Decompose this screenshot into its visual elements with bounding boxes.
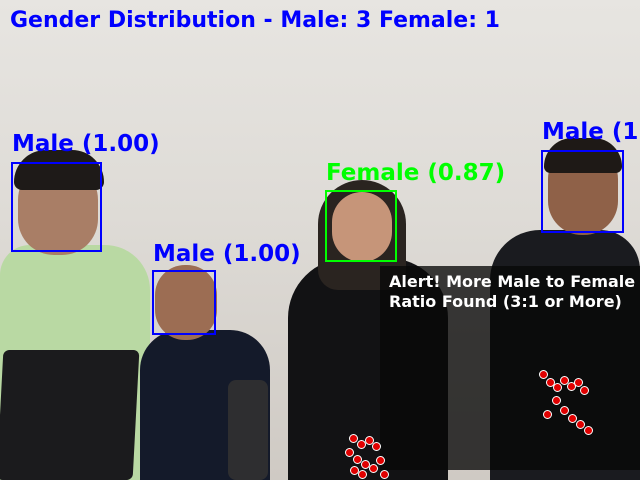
- person-1-hair: [14, 150, 104, 190]
- chair: [228, 380, 268, 480]
- landmark-dot: [380, 470, 389, 479]
- landmark-dot: [539, 370, 548, 379]
- landmark-dot: [345, 448, 354, 457]
- landmark-dot: [560, 406, 569, 415]
- landmark-dot: [365, 436, 374, 445]
- laptop: [0, 350, 140, 480]
- landmark-dot: [543, 410, 552, 419]
- alert-panel: [380, 266, 640, 470]
- face-label-1: Male (1.00): [12, 131, 160, 157]
- face-box-2: [152, 270, 216, 335]
- landmark-dot: [580, 386, 589, 395]
- gender-distribution-title: Gender Distribution - Male: 3 Female: 1: [10, 8, 500, 33]
- landmark-dot: [553, 383, 562, 392]
- landmark-dot: [576, 420, 585, 429]
- landmark-dot: [552, 396, 561, 405]
- landmark-dot: [357, 440, 366, 449]
- landmark-dot: [353, 455, 362, 464]
- face-box-3: [325, 190, 397, 262]
- landmark-dot: [568, 414, 577, 423]
- landmark-dot: [574, 378, 583, 387]
- landmark-dot: [376, 456, 385, 465]
- alert-line-2: Ratio Found (3:1 or More): [389, 292, 622, 311]
- alert-message: Alert! More Male to Female Ratio Found (…: [389, 272, 635, 312]
- landmark-dot: [369, 464, 378, 473]
- landmark-dot: [372, 442, 381, 451]
- face-label-3: Female (0.87): [326, 160, 506, 186]
- person-2-face: [155, 265, 217, 340]
- face-label-2: Male (1.00): [153, 241, 301, 267]
- landmark-dot: [358, 470, 367, 479]
- person-3-face: [332, 192, 392, 262]
- landmark-dot: [560, 376, 569, 385]
- landmark-dot: [349, 434, 358, 443]
- face-box-4: [541, 150, 624, 233]
- landmark-dot: [546, 378, 555, 387]
- alert-line-1: Alert! More Male to Female: [389, 272, 636, 291]
- face-box-1: [11, 162, 102, 252]
- face-label-4: Male (1.: [542, 119, 640, 145]
- landmark-dot: [584, 426, 593, 435]
- person-4-hair: [544, 138, 622, 173]
